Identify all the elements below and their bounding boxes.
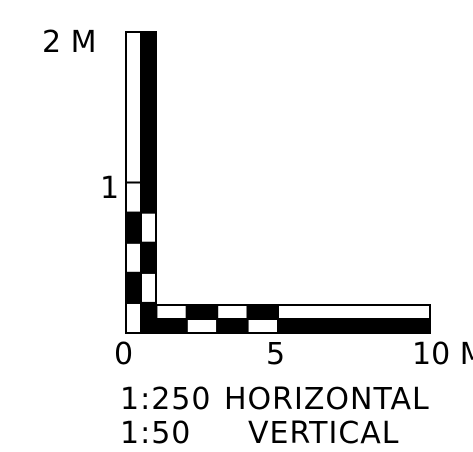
vertical-segment-2-left: [125, 241, 142, 274]
vertical-segment-0-right: [140, 301, 157, 334]
horizontal-segment-3-top: [216, 304, 249, 320]
horizontal-segment-2-top: [185, 304, 219, 320]
horizontal-ratio-label: HORIZONTAL: [224, 382, 430, 417]
horizontal-segment-2-bottom: [185, 318, 219, 334]
vertical-segment-3-left: [125, 211, 142, 244]
vertical-segment-2-right: [140, 241, 157, 274]
horizontal-segment-1-top: [155, 304, 188, 320]
vertical-segment-1-right: [140, 271, 157, 304]
horizontal-segment-5-top: [277, 304, 431, 320]
vertical-label-mid: 1: [100, 171, 119, 206]
horizontal-scale-bar: [155, 304, 431, 334]
horizontal-label-mid: 5: [266, 337, 285, 372]
horizontal-segment-3-bottom: [216, 318, 249, 334]
vertical-label-top: 2 M: [42, 25, 97, 60]
horizontal-label-start: 0: [114, 337, 133, 372]
horizontal-segment-5-bottom: [277, 318, 431, 334]
vertical-segment-4-right: [140, 181, 157, 214]
vertical-scale-bar: [125, 31, 157, 334]
vertical-ratio-label: VERTICAL: [248, 416, 400, 451]
vertical-ratio: 1:50: [120, 416, 191, 451]
vertical-segment-0-left: [125, 301, 142, 334]
horizontal-ratio: 1:250: [120, 382, 211, 417]
horizontal-segment-4-top: [246, 304, 280, 320]
vertical-segment-5-left: [125, 31, 142, 184]
vertical-segment-5-right: [140, 31, 157, 184]
horizontal-label-end: 10 M: [412, 337, 473, 372]
horizontal-segment-4-bottom: [246, 318, 280, 334]
horizontal-segment-1-bottom: [155, 318, 188, 334]
vertical-segment-1-left: [125, 271, 142, 304]
vertical-segment-4-left: [125, 181, 142, 214]
vertical-segment-3-right: [140, 211, 157, 244]
